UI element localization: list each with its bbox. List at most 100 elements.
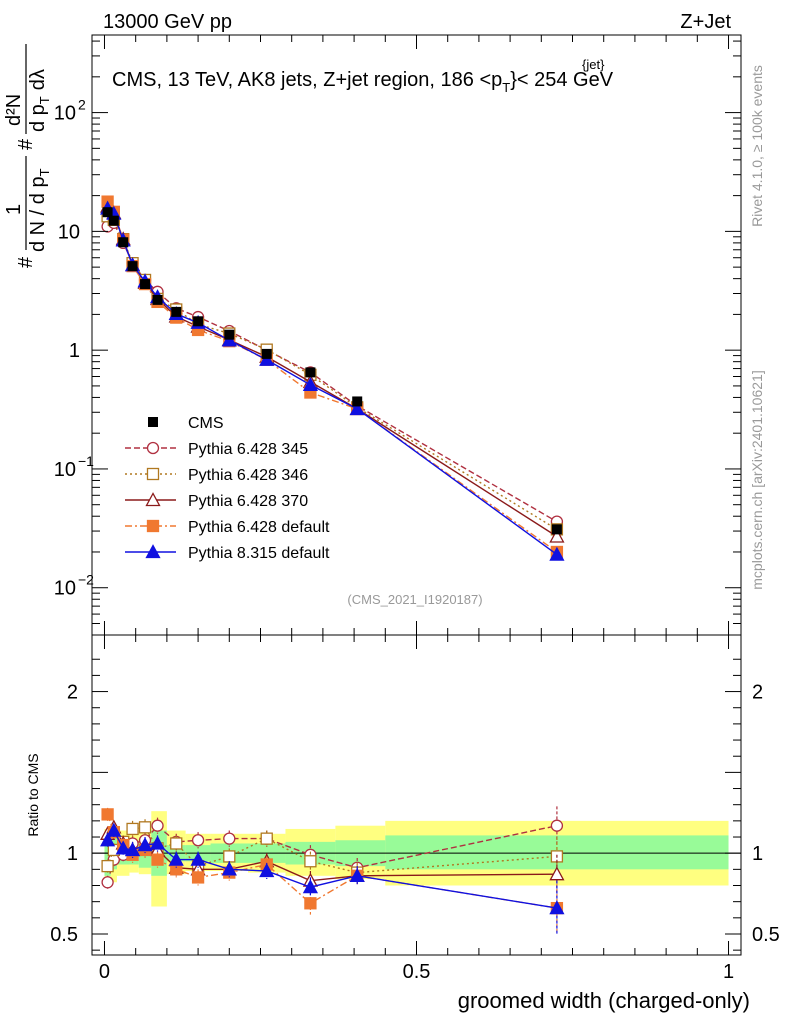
cms-point (127, 261, 138, 272)
series-3-ratio-point (304, 897, 317, 910)
cms-point (171, 306, 182, 317)
series-1-ratio-point (170, 837, 183, 850)
series-4-ratio-point (137, 837, 153, 852)
series-0-ratio-point (191, 834, 205, 847)
legend-label-5: Pythia 8.315 default (188, 545, 330, 562)
y-label-dl-text: dλ (27, 69, 49, 90)
y-label-dn: d N / d pT (27, 168, 52, 252)
legend-marker-5 (145, 544, 161, 559)
analysis-title-sup: {jet} (582, 57, 605, 72)
series-4-ratio-point (349, 867, 365, 882)
series-1-ratio-point (260, 832, 273, 845)
y-tick-label: 10 (54, 459, 76, 481)
y-tick-label: 10 (54, 578, 76, 600)
y-label-dn-sub: T (37, 168, 52, 176)
y-tick-exp: −1 (78, 453, 94, 469)
cms-point (224, 329, 235, 340)
legend-marker-3 (145, 492, 161, 507)
mcplots-label: mcplots.cern.ch [arXiv:2401.10621] (749, 370, 765, 589)
analysis-title-suffix: }< 254 GeV (510, 69, 614, 91)
main-y-axis-label: # 1 d N / d pT # d²N d pTdλ (3, 44, 52, 268)
series-4-ratio-point (549, 900, 565, 915)
cms-point (352, 396, 363, 407)
ratio-y-tick-label-left: 1 (67, 843, 78, 865)
ratio-y-tick-label-right: 1 (752, 843, 763, 865)
legend-label-3: Pythia 6.428 370 (188, 493, 308, 510)
series-4-ratio-point (124, 842, 141, 857)
series-4-ratio-point (149, 835, 166, 850)
series-1-ratio-point (126, 822, 139, 836)
x-tick-label: 1 (723, 961, 734, 983)
series-0-ratio-point (550, 819, 564, 832)
energy-label: 13000 GeV pp (103, 11, 232, 33)
series-0-ratio-point (101, 876, 114, 889)
series-3-ratio-point (191, 871, 205, 884)
legend-marker-cms (148, 417, 158, 427)
series-4-ratio-point (100, 832, 116, 847)
y-tick-exp: −2 (78, 572, 94, 588)
x-axis-label: groomed width (charged-only) (458, 988, 750, 1013)
y-tick-label: 10 (58, 221, 80, 243)
series-1-ratio-point (101, 859, 114, 873)
ratio-series-group (100, 806, 565, 936)
ratio-y-tick-label-right: 2 (752, 682, 763, 704)
y-tick-label: 1 (69, 340, 80, 362)
x-tick-label: 0.5 (403, 961, 431, 983)
axis-ticks (92, 35, 741, 955)
analysis-title-main: CMS, 13 TeV, AK8 jets, Z+jet region, 186… (112, 69, 502, 91)
y-label-dp: d pTdλ (27, 69, 52, 132)
y-label-hash-2: # (15, 138, 37, 150)
series-0-ratio-point (151, 819, 164, 832)
series-3-ratio-point (101, 808, 114, 821)
series-4-ratio-point (168, 851, 184, 866)
series-1-ratio-point (223, 850, 236, 863)
x-tick-label: 0 (99, 961, 110, 983)
series-4-ratio-point (221, 861, 237, 876)
rivet-version-label: Rivet 4.1.0, ≥ 100k events (749, 65, 765, 227)
analysis-id: (CMS_2021_I1920187) (347, 592, 482, 607)
series-4-point (302, 377, 319, 392)
legend-marker-2 (146, 467, 160, 481)
series-4-ratio-point (259, 863, 275, 878)
series-4-ratio-point (115, 840, 131, 855)
cms-point (551, 524, 562, 535)
y-label-dn-text: d N / d p (27, 176, 49, 252)
legend-marker-1 (146, 441, 160, 455)
legend-label-4: Pythia 6.428 default (188, 519, 330, 536)
series-4-point (549, 546, 565, 561)
y-label-dp-text: d p (27, 104, 49, 132)
series-4-point (349, 401, 365, 416)
series-3-ratio-point (151, 853, 164, 866)
series-2-point (549, 528, 565, 543)
cms-point (152, 294, 163, 305)
cms-point (108, 215, 119, 226)
cms-point (140, 279, 151, 290)
y-label-one: 1 (3, 204, 25, 215)
analysis-title: CMS, 13 TeV, AK8 jets, Z+jet region, 186… (112, 69, 614, 95)
y-tick-exp: 2 (78, 97, 86, 113)
ratio-y-tick-label-right: 0.5 (752, 924, 780, 946)
series-4-point (259, 351, 275, 366)
ratio-band-green-0 (104, 833, 111, 876)
cms-point (305, 367, 316, 378)
legend: CMS Pythia 6.428 345 Pythia 6.428 346 Pythi… (125, 415, 330, 562)
ratio-y-tick-label-left: 0.5 (50, 924, 78, 946)
cms-point (118, 237, 129, 248)
legend-label-1: Pythia 6.428 345 (188, 441, 308, 458)
process-label: Z+Jet (680, 11, 731, 33)
ratio-frame (91, 634, 742, 956)
series-1-ratio-point (138, 821, 152, 834)
series-0-ratio-point (223, 832, 236, 845)
legend-label-0: CMS (188, 415, 224, 432)
cms-point (261, 348, 272, 359)
y-label-dp-sub: T (37, 96, 52, 104)
series-4-ratio-point (106, 822, 122, 837)
analysis-title-sub: T (502, 80, 510, 95)
series-4-ratio-point (190, 851, 206, 866)
cms-point (193, 316, 204, 327)
main-series-group (100, 195, 565, 561)
ratio-y-axis-label: Ratio to CMS (25, 753, 41, 836)
series-1-ratio-point (304, 855, 317, 868)
